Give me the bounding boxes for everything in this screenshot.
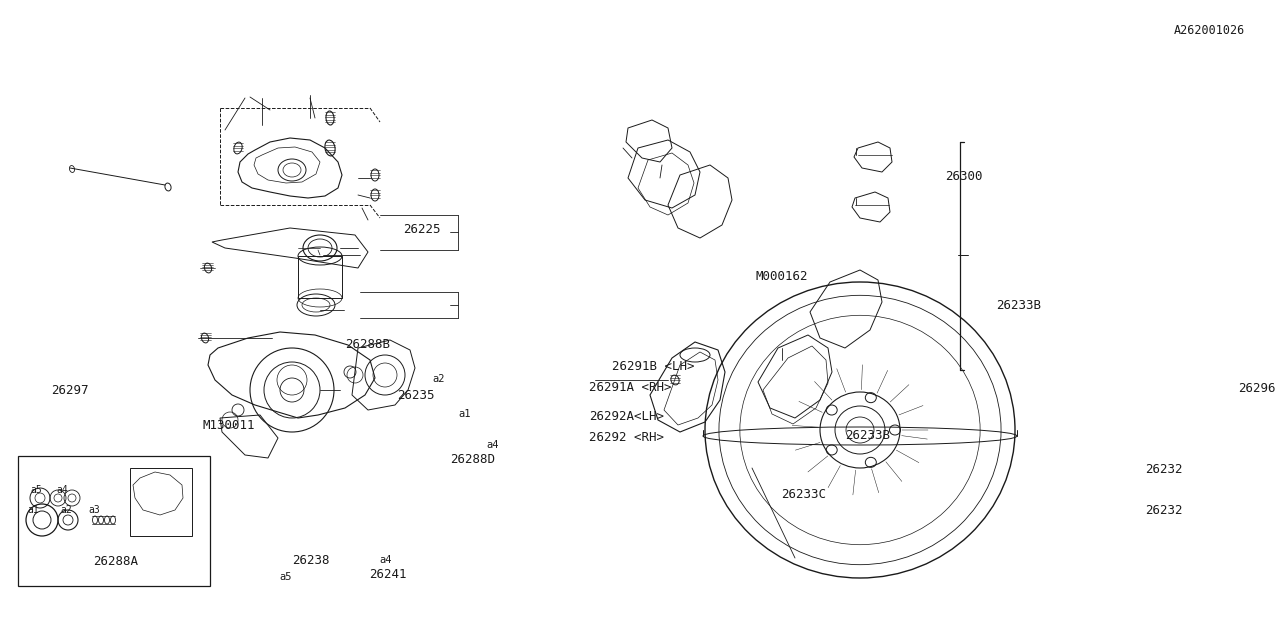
Text: 26233C: 26233C [781, 488, 826, 501]
Text: 26288D: 26288D [451, 453, 495, 466]
Text: 26238: 26238 [292, 554, 329, 566]
Text: 26233B: 26233B [996, 300, 1041, 312]
Text: M000162: M000162 [755, 270, 808, 283]
Text: 26296: 26296 [1238, 382, 1275, 395]
Text: 26232: 26232 [1146, 504, 1183, 516]
Text: M130011: M130011 [202, 419, 255, 432]
Text: 26291A <RH>: 26291A <RH> [589, 381, 671, 394]
Text: 26288A: 26288A [93, 555, 138, 568]
Text: 26225: 26225 [403, 223, 440, 236]
Text: a1: a1 [458, 409, 471, 419]
Text: 26300: 26300 [945, 170, 982, 182]
Text: a4: a4 [486, 440, 499, 450]
Text: 26241: 26241 [369, 568, 407, 580]
Text: a2: a2 [433, 374, 445, 384]
Text: 26233B: 26233B [845, 429, 890, 442]
Text: 26292 <RH>: 26292 <RH> [589, 431, 664, 444]
Text: a1: a1 [27, 505, 38, 515]
Text: a3: a3 [88, 505, 100, 515]
Text: 26292A<LH>: 26292A<LH> [589, 410, 664, 422]
Text: 26288B: 26288B [346, 338, 390, 351]
Text: 26297: 26297 [51, 384, 88, 397]
Text: a5: a5 [29, 485, 42, 495]
Text: 26232: 26232 [1146, 463, 1183, 476]
Text: a4: a4 [56, 485, 68, 495]
Text: a5: a5 [279, 572, 292, 582]
Text: 26235: 26235 [397, 389, 434, 402]
Text: a4: a4 [379, 555, 392, 565]
Text: A262001026: A262001026 [1174, 24, 1245, 36]
Bar [131, 468, 192, 536]
Text: 26291B <LH>: 26291B <LH> [612, 360, 694, 373]
Bar [18, 456, 210, 586]
Text: a2: a2 [60, 505, 72, 515]
